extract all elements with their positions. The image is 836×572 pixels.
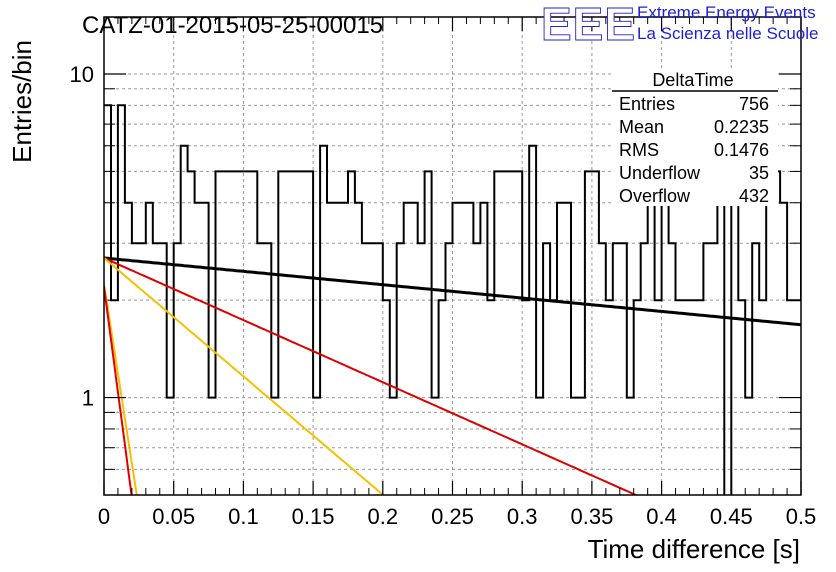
stats-label-underflow: Underflow	[619, 163, 701, 183]
stats-label-mean: Mean	[619, 117, 664, 137]
stats-value-rms: 0.1476	[714, 140, 769, 160]
logo-line-1: Extreme Energy Events	[637, 3, 816, 22]
x-tick-label: 0.15	[292, 504, 335, 529]
fit-curve-1	[104, 256, 801, 327]
x-tick-label: 0.5	[786, 504, 817, 529]
histogram-outline	[104, 104, 801, 495]
x-tick-label: 0.4	[646, 504, 677, 529]
fit-curve-3	[104, 257, 385, 495]
eee-logo: EEE	[541, 0, 636, 50]
x-tick-label: 0.3	[507, 504, 538, 529]
x-tick-label: 0.2	[368, 504, 399, 529]
stats-value-underflow: 35	[749, 163, 769, 183]
stats-label-rms: RMS	[619, 140, 659, 160]
y-axis-ticks: 1 10	[70, 62, 801, 411]
chart-title: CATZ-01-2015-05-25-00015	[82, 12, 383, 39]
x-tick-label: 0.45	[710, 504, 753, 529]
stats-label-overflow: Overflow	[619, 186, 691, 206]
logo-line-2: La Scienza nelle Scuole	[637, 24, 818, 43]
stats-value-entries: 756	[739, 94, 769, 114]
stats-value-mean: 0.2235	[714, 117, 769, 137]
x-tick-label: 0.1	[228, 504, 259, 529]
y-tick-label: 1	[82, 386, 94, 411]
x-tick-label: 0.35	[570, 504, 613, 529]
stats-value-overflow: 432	[739, 186, 769, 206]
histogram	[104, 104, 801, 495]
x-tick-label: 0.05	[152, 504, 195, 529]
fit-curve-4	[104, 283, 138, 495]
stats-title: DeltaTime	[652, 70, 733, 90]
y-axis-label: Entries/bin	[7, 40, 37, 163]
y-tick-label: 10	[70, 62, 94, 87]
fit-curve-2	[104, 257, 639, 495]
stats-label-entries: Entries	[619, 94, 675, 114]
x-tick-label: 0	[98, 504, 110, 529]
stats-box: DeltaTime Entries 756 Mean 0.2235 RMS 0.…	[612, 70, 778, 206]
x-axis-ticks: 0 0.05 0.1 0.15 0.2 0.25 0.3 0.35 0.4 0.45 0.5	[98, 17, 816, 529]
x-axis-label: Time difference [s]	[588, 534, 800, 564]
x-tick-label: 0.25	[431, 504, 474, 529]
